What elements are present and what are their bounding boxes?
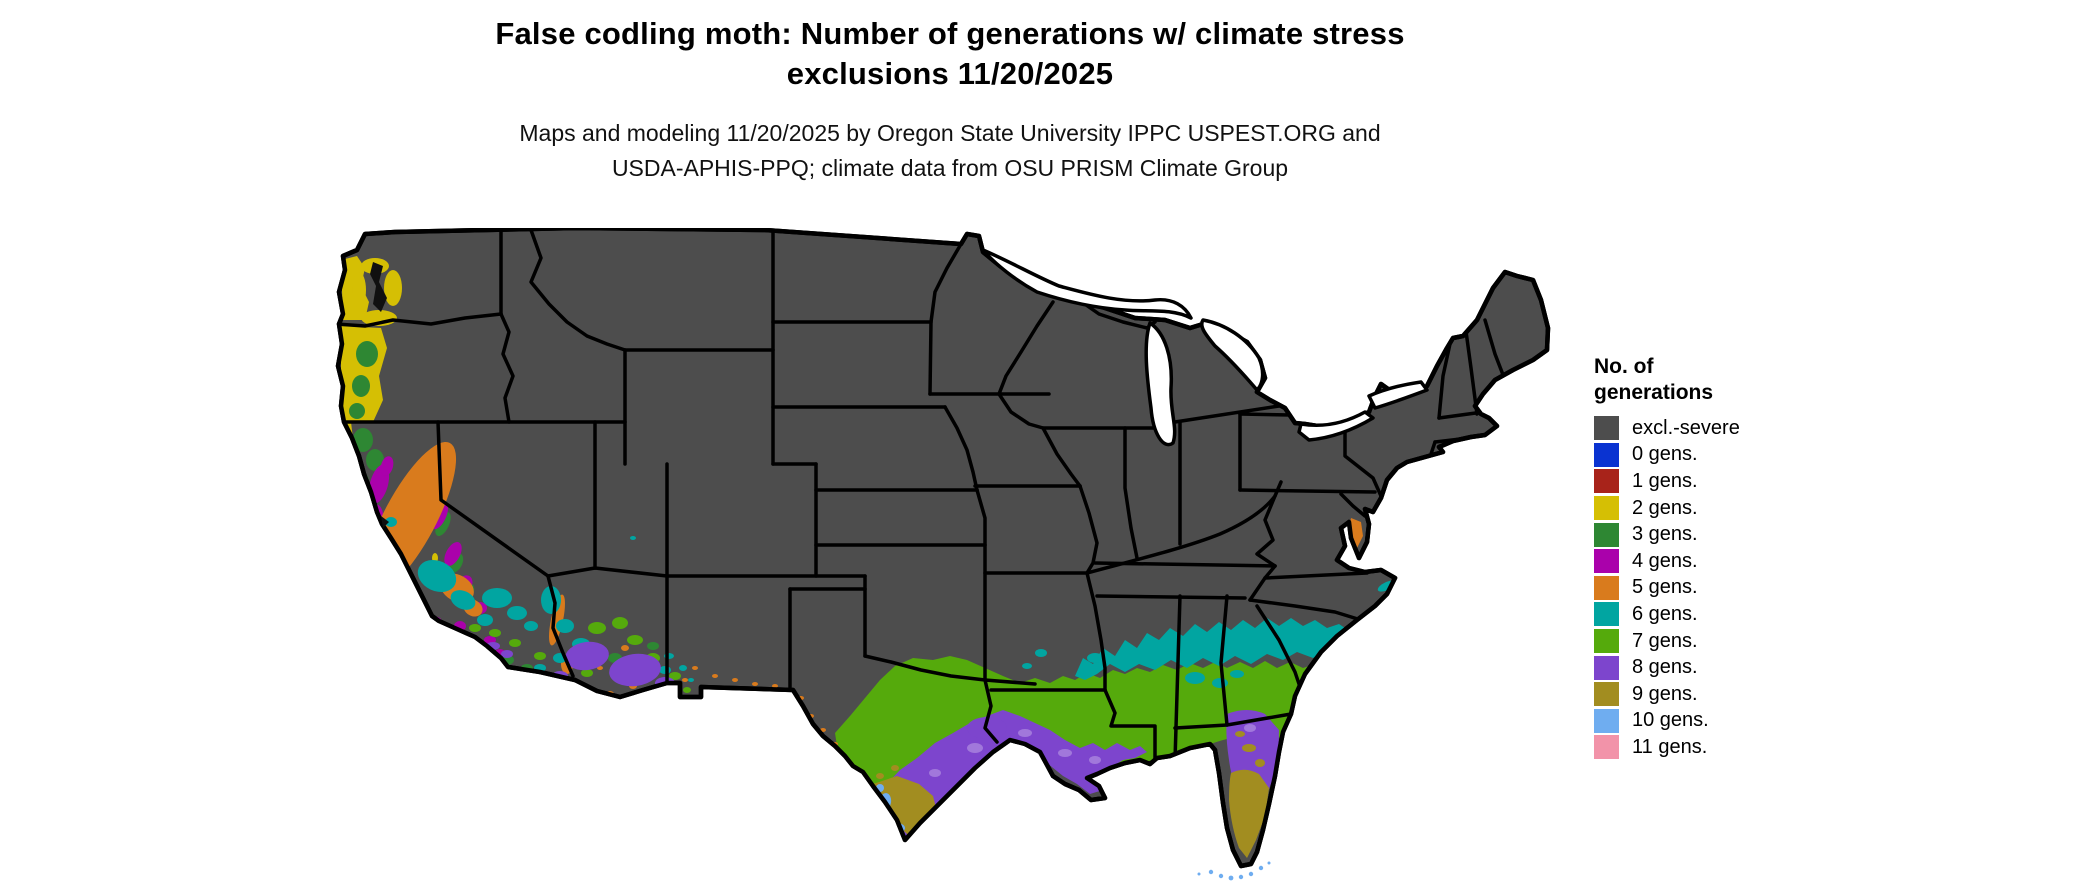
legend-label: 4 gens. [1632,549,1698,572]
florida-keys [1197,861,1271,881]
legend-swatch [1594,735,1619,760]
legend-title: No. of generations [1594,354,1834,406]
legend-swatch [1594,708,1619,733]
subtitle-line-2: USDA-APHIS-PPQ; climate data from OSU PR… [611,155,1289,181]
legend-swatch [1594,469,1619,494]
legend-swatch [1594,549,1619,574]
legend-swatch [1594,629,1619,654]
lake-huron [1200,318,1265,392]
legend-item: 2 gens. [1594,495,1834,522]
legend-swatch [1594,416,1619,441]
legend-swatch [1594,442,1619,467]
lake-erie [1297,410,1375,442]
legend-swatch [1594,496,1619,521]
puget-sound [370,262,387,312]
legend-item: 8 gens. [1594,654,1834,681]
legend-swatch [1594,602,1619,627]
state-borders [338,228,1507,768]
legend-item: 5 gens. [1594,575,1834,602]
lake-michigan [1144,321,1177,447]
legend-label: 1 gens. [1632,469,1698,492]
legend-item: 9 gens. [1594,681,1834,708]
lake-superior [981,248,1193,320]
title-line-1: False codling moth: Number of generation… [495,16,1405,51]
map-regions-1-gens [338,466,340,524]
us-conus-map [335,225,1551,881]
legend-item: 6 gens. [1594,601,1834,628]
legend-label: excl.-severe [1632,416,1740,439]
legend-label: 3 gens. [1632,523,1698,546]
legend-label: 7 gens. [1632,629,1698,652]
map-regions-8-gens-light-speckle [929,724,1256,777]
map-regions-6-gens [385,517,1410,750]
legend-label: 0 gens. [1632,443,1698,466]
header: False codling moth: Number of generation… [335,14,1565,186]
legend-item: 4 gens. [1594,548,1834,575]
sf-bay [381,516,389,528]
subtitle-line-1: Maps and modeling 11/20/2025 by Oregon S… [519,120,1381,146]
legend-swatch [1594,575,1619,600]
legend-item: 11 gens. [1594,734,1834,761]
legend-label: 9 gens. [1632,682,1698,705]
legend-swatch [1594,655,1619,680]
legend-label: 10 gens. [1632,709,1709,732]
legend-label: 2 gens. [1632,496,1698,519]
page-subtitle: Maps and modeling 11/20/2025 by Oregon S… [335,116,1565,186]
legend-item: 7 gens. [1594,628,1834,655]
legend-label: 5 gens. [1632,576,1698,599]
legend-label: 11 gens. [1632,735,1708,758]
legend: No. of generations excl.-severe 0 gens. … [1594,354,1834,761]
legend-title-line-2: generations [1594,381,1714,404]
page-title: False codling moth: Number of generation… [335,14,1565,94]
legend-item: 10 gens. [1594,708,1834,735]
legend-swatch [1594,682,1619,707]
legend-title-line-1: No. of [1594,355,1654,378]
legend-label: 6 gens. [1632,602,1698,625]
lake-ontario [1367,380,1429,410]
legend-item: 3 gens. [1594,521,1834,548]
legend-label: 8 gens. [1632,656,1698,679]
legend-item: 1 gens. [1594,468,1834,495]
legend-swatch [1594,522,1619,547]
legend-item: excl.-severe [1594,415,1834,442]
legend-items: excl.-severe 0 gens. 1 gens. 2 gens. 3 g… [1594,415,1834,761]
legend-item: 0 gens. [1594,442,1834,469]
title-line-2: exclusions 11/20/2025 [786,56,1114,91]
great-lakes [981,248,1429,447]
map-area [335,225,1565,890]
